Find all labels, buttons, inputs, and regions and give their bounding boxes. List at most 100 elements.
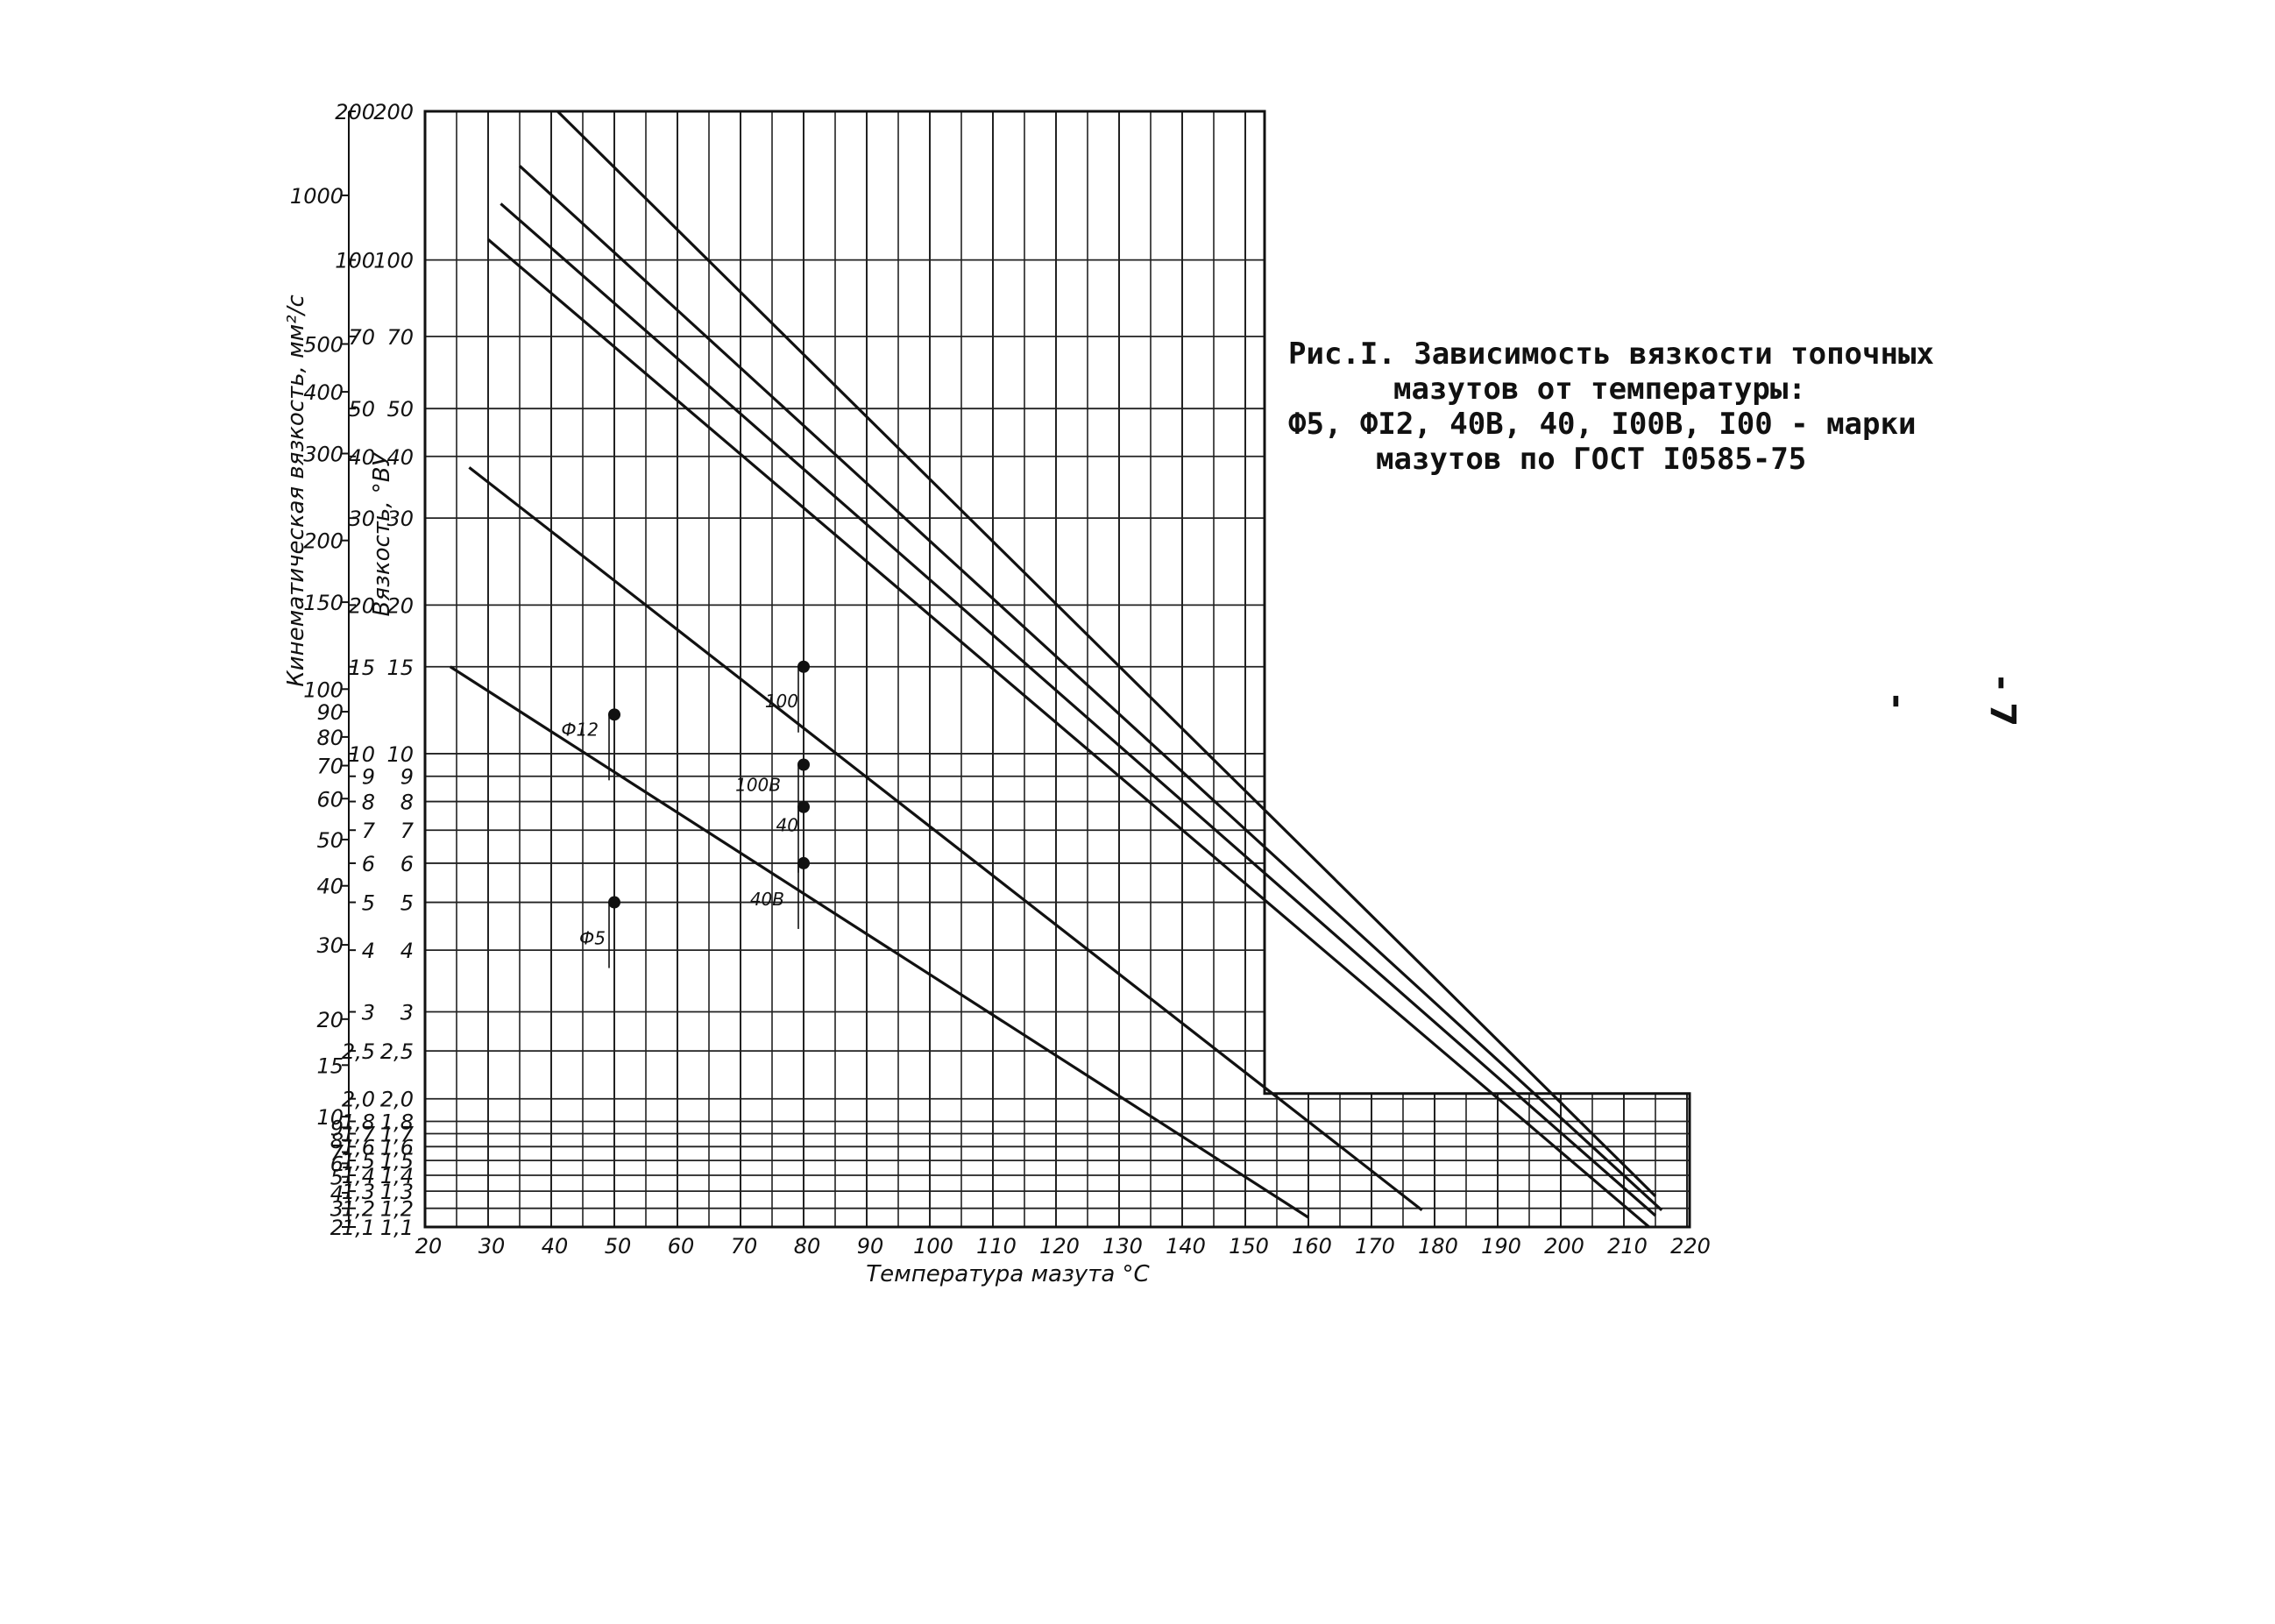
- kinematic-tick-label: 80: [316, 726, 344, 750]
- x-tick-label: 170: [1355, 1234, 1395, 1259]
- series-line-6: [556, 110, 1657, 1197]
- y-axis-title-vu: Вязкость, °ВУ: [369, 450, 395, 616]
- x-tick-label: 210: [1607, 1234, 1648, 1259]
- vu-tick-label: 2,5: [380, 1039, 414, 1064]
- vu-tick-label: 20: [386, 593, 414, 618]
- vu-scale-tick-label: 2,0: [342, 1088, 375, 1112]
- kinematic-tick-label: 100: [303, 677, 344, 702]
- vu-scale-tick-label: 6: [362, 852, 375, 876]
- kinematic-tick-label: 30: [316, 933, 344, 958]
- vu-tick-label: 4: [400, 939, 414, 963]
- series-line-4: [500, 202, 1657, 1217]
- vu-scale-tick-label: 2,5: [342, 1039, 375, 1064]
- vu-tick-label: 6: [400, 852, 414, 876]
- x-tick-label: 160: [1292, 1234, 1332, 1259]
- point-label: Ф12: [561, 719, 599, 740]
- x-tick-label: 80: [794, 1234, 821, 1259]
- x-tick-label: 60: [668, 1234, 695, 1259]
- kinematic-tick-label: 60: [316, 787, 344, 812]
- vu-tick-label: 200: [373, 100, 414, 124]
- vu-tick-label: 5: [400, 891, 414, 916]
- data-point: [797, 758, 810, 771]
- kinematic-tick-label: 40: [316, 875, 344, 899]
- kinematic-tick-label: 15: [316, 1053, 344, 1078]
- caption-line-3: Ф5, ФI2, 40В, 40, I00В, I00 - марки: [1288, 407, 1917, 442]
- chart-points: Ф12 Ф5 100 100В 40 40В: [561, 660, 810, 968]
- kinematic-tick-label: 2: [330, 1216, 344, 1240]
- caption-line-4: мазутов по ГОСТ I0585-75: [1376, 442, 1807, 477]
- vu-scale-tick-label: 9: [362, 765, 375, 790]
- x-tick-label: 150: [1229, 1234, 1269, 1259]
- kinematic-tick-label: 7: [330, 1141, 344, 1166]
- vu-tick-label: 1,8: [380, 1110, 414, 1135]
- data-point: [797, 800, 810, 813]
- kinematic-tick-label: 1000: [290, 184, 344, 209]
- data-point: [608, 896, 620, 909]
- chart-axes: 20 30 40 50 60 70 80 90 100 110 120 130 140 150 160 170…: [290, 100, 1711, 1259]
- vu-tick-label: 2,0: [380, 1088, 414, 1112]
- x-tick-label: 20: [415, 1234, 443, 1259]
- x-tick-label: 90: [857, 1234, 884, 1259]
- vu-tick-label: 70: [386, 325, 414, 350]
- chart-grid: [424, 110, 1690, 1228]
- vu-tick-label: 1,3: [380, 1180, 414, 1204]
- x-tick-label: 70: [731, 1234, 758, 1259]
- kinematic-tick-label: 70: [316, 755, 344, 779]
- vu-tick-label: 50: [386, 397, 414, 422]
- point-label: 40В: [750, 889, 784, 910]
- series-line-5: [518, 165, 1663, 1211]
- data-point: [797, 660, 810, 673]
- chart-outline: [423, 110, 1691, 1229]
- vu-scale-tick-label: 7: [362, 819, 376, 843]
- vu-tick-label: 1,5: [380, 1149, 414, 1174]
- kinematic-tick-label: 150: [303, 591, 344, 615]
- vu-tick-label: 1,1: [380, 1216, 414, 1240]
- data-point: [797, 856, 810, 869]
- vu-tick-label: 15: [386, 656, 414, 680]
- vu-tick-label: 1,7: [380, 1122, 415, 1146]
- x-tick-label: 50: [605, 1234, 632, 1259]
- kinematic-tick-label: 200: [303, 529, 344, 554]
- vu-tick-label: 100: [373, 249, 414, 273]
- chart-series: [449, 110, 1663, 1229]
- series-line-1: [449, 665, 1309, 1219]
- vu-tick-label: 3: [400, 1001, 414, 1025]
- kinematic-tick-label: 50: [316, 828, 344, 853]
- kinematic-tick-label: 3: [330, 1197, 344, 1222]
- kinematic-tick-label: 9: [330, 1116, 344, 1140]
- caption-line-1: Рис.I. Зависимость вязкости топочных: [1288, 337, 1934, 372]
- y-axis-title-kinematic: Кинематическая вязкость, мм²/с: [283, 294, 309, 687]
- kinematic-tick-label: 10: [316, 1105, 344, 1130]
- point-label: 100В: [735, 775, 781, 796]
- kinematic-tick-label: 90: [316, 700, 344, 725]
- x-tick-label: 40: [542, 1234, 569, 1259]
- x-tick-label: 110: [976, 1234, 1017, 1259]
- x-tick-label: 120: [1039, 1234, 1080, 1259]
- x-tick-label: 30: [478, 1234, 506, 1259]
- vu-tick-label: 1,6: [380, 1135, 414, 1159]
- kinematic-tick-label: 4: [330, 1181, 344, 1206]
- vu-tick-label: 30: [386, 507, 414, 531]
- series-line-3: [486, 238, 1650, 1229]
- kinematic-tick-label: 6: [330, 1152, 344, 1176]
- kinematic-tick-label: 300: [303, 442, 344, 466]
- x-tick-label: 100: [913, 1234, 953, 1259]
- vu-scale-tick-label: 4: [362, 939, 375, 963]
- point-label: 100: [765, 691, 798, 712]
- kinematic-tick-label: 8: [330, 1129, 344, 1153]
- vu-scale-tick-label: 1,7: [342, 1122, 376, 1146]
- vu-tick-label: 40: [386, 445, 414, 470]
- vu-tick-label: 8: [400, 791, 414, 815]
- point-label: Ф5: [579, 928, 606, 949]
- x-tick-label: 190: [1481, 1234, 1521, 1259]
- vu-scale-tick-label: 8: [362, 791, 375, 815]
- chart-frame: [423, 110, 1691, 1229]
- figure-caption: Рис.I. Зависимость вязкости топочных маз…: [1288, 337, 1954, 477]
- series-line-2: [468, 466, 1423, 1212]
- vu-tick-label: 9: [400, 765, 414, 790]
- caption-line-2: мазутов от температуры:: [1393, 372, 1806, 407]
- vu-tick-label: 7: [400, 819, 415, 843]
- x-tick-label: 180: [1418, 1234, 1458, 1259]
- vu-tick-label: 1,2: [380, 1197, 414, 1222]
- kinematic-tick-label: 400: [303, 380, 344, 405]
